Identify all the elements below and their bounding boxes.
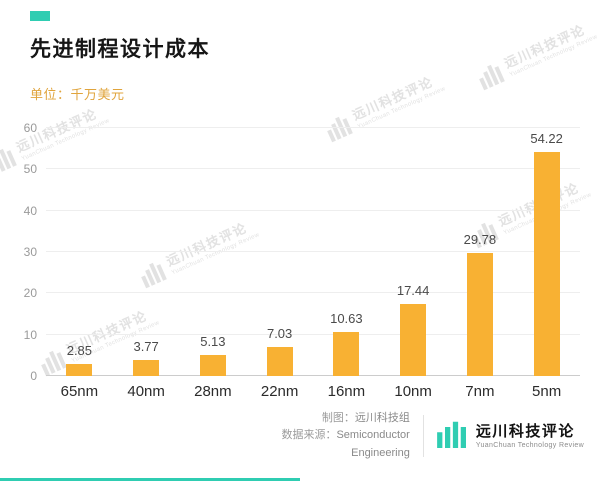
y-tick-label: 60	[23, 121, 37, 135]
x-label-5nm: 5nm	[532, 383, 562, 400]
value-label: 3.77	[133, 339, 159, 355]
value-label: 29.78	[463, 231, 497, 247]
value-label: 17.44	[396, 282, 430, 298]
watermark-subtext: YuanChuan Technology Review	[356, 85, 447, 131]
bar-28nm	[199, 354, 226, 376]
bar-logo-icon	[0, 148, 17, 172]
y-tick-label: 10	[23, 327, 37, 342]
x-axis-labels: 65nm 40nm 28nm 22nm 16nm 10nm 7nm 5nm	[46, 383, 580, 400]
chart-bars: 2.85 3.77 5.13 7.03 10.63 17.44 29.78 54.22	[46, 128, 580, 376]
bar-slot: 3.77	[113, 128, 180, 376]
x-label-7nm: 7nm	[465, 383, 495, 400]
watermark-name: 远川科技评论	[350, 74, 436, 124]
source-line: 数据来源：Semiconductor	[281, 427, 409, 445]
grid-line-60	[46, 127, 580, 128]
grid-line-40	[46, 209, 580, 211]
bar-slot: 5.13	[180, 128, 247, 376]
bar-40nm	[133, 360, 160, 376]
y-tick-label: 0	[30, 369, 37, 383]
credit-line: 制图：远川科技组	[281, 410, 410, 428]
x-label-10nm: 10nm	[394, 383, 432, 400]
bar-16nm	[333, 332, 360, 376]
unit-label: 单位：千万美元	[30, 87, 125, 102]
footer: 制图：远川科技组 数据来源：Semiconductor Engineering …	[281, 408, 584, 464]
yuanchuan-logo: 远川科技评论 YuanChuan Technology Review	[436, 420, 584, 453]
value-label: 2.85	[66, 343, 93, 359]
grid-line-30	[46, 251, 580, 252]
source-value: Semiconductor	[336, 429, 410, 442]
grid-line-20	[46, 292, 580, 294]
x-label-28nm: 28nm	[194, 383, 232, 400]
bar-slot: 29.78	[447, 128, 514, 376]
bar-logo-icon	[436, 421, 466, 448]
bottom-accent-bar	[0, 478, 300, 481]
bar-22nm	[266, 346, 293, 376]
bar-slot: 54.22	[513, 128, 580, 376]
bar-10nm	[400, 303, 427, 376]
footer-credits: 制图：远川科技组 数据来源：Semiconductor Engineering	[281, 410, 409, 463]
y-tick-label: 30	[23, 245, 37, 259]
watermark-subtext: YuanChuan Technology Review	[508, 33, 599, 79]
x-label-22nm: 22nm	[260, 383, 299, 400]
x-label-40nm: 40nm	[127, 383, 165, 400]
bar-slot: 7.03	[246, 128, 313, 376]
y-tick-label: 50	[23, 162, 37, 177]
y-tick-label: 40	[23, 203, 37, 218]
source-line-2: Engineering	[351, 446, 410, 459]
footer-divider	[422, 415, 424, 457]
bar-slot: 17.44	[380, 128, 447, 376]
accent-square	[30, 11, 50, 21]
source-label: 数据来源：	[281, 429, 337, 442]
x-label-65nm: 65nm	[60, 383, 99, 400]
watermark-name: 远川科技评论	[502, 22, 588, 72]
logo-subtitle: YuanChuan Technology Review	[475, 442, 584, 450]
value-label: 5.13	[200, 333, 226, 349]
x-label-16nm: 16nm	[327, 383, 366, 400]
page-title: 先进制程设计成本	[30, 38, 210, 61]
grid-line-10	[46, 333, 580, 335]
value-label: 54.22	[530, 130, 563, 146]
logo-text: 远川科技评论 YuanChuan Technology Review	[476, 423, 584, 449]
credit-label: 制图：	[321, 411, 355, 424]
bar-chart: 0 10 20 30 40 50 60 2.85 3.77 5.13 7.03 10.63 17.44…	[24, 121, 580, 400]
bar-65nm	[66, 364, 93, 376]
value-label: 7.03	[266, 325, 293, 341]
bar-5nm	[533, 151, 560, 376]
logo-name: 远川科技评论	[475, 422, 575, 440]
bar-logo-icon	[479, 64, 505, 91]
grid-line-0	[46, 375, 580, 376]
credit-value: 远川科技组	[354, 411, 410, 424]
y-tick-label: 20	[23, 286, 37, 301]
bar-7nm	[466, 252, 493, 376]
bar-slot: 10.63	[313, 128, 380, 376]
yuanchuan-logo-icon	[436, 420, 467, 453]
bar-slot: 2.85	[46, 128, 113, 376]
value-label: 10.63	[330, 311, 363, 327]
grid-line-50	[46, 168, 580, 170]
